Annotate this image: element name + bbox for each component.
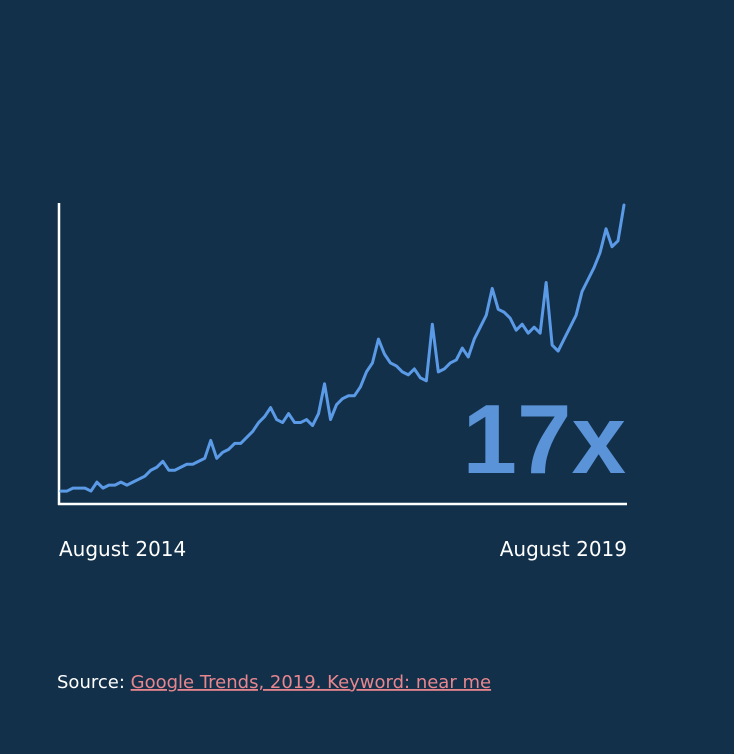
source-label: Source:: [57, 672, 125, 693]
source-link[interactable]: Google Trends, 2019. Keyword: near me: [131, 672, 491, 693]
x-tick-label: August 2014: [59, 537, 186, 561]
annotation: 17x: [462, 384, 626, 494]
trend-line: [59, 203, 626, 493]
source: Source: Google Trends, 2019. Keyword: ne…: [57, 672, 491, 693]
x-tick-label: August 2019: [500, 537, 627, 561]
